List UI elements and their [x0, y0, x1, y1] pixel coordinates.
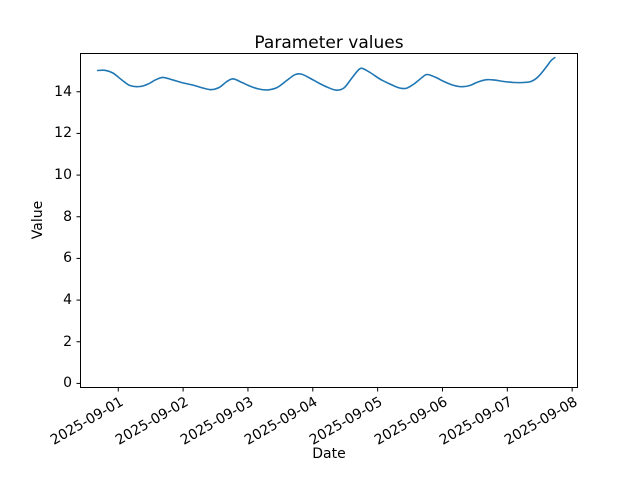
data-line-parameter: [96, 56, 556, 91]
axes-frame: [80, 53, 578, 388]
chart-title: Parameter values: [254, 33, 404, 53]
y-tick-label: 8: [63, 208, 72, 225]
y-tick-label: 14: [54, 83, 72, 100]
x-axis-label: Date: [312, 446, 346, 462]
y-tick-label: 0: [63, 375, 72, 392]
y-tick-label: 2: [63, 333, 72, 350]
y-tick-label: 12: [54, 125, 72, 142]
y-tick-label: 6: [63, 250, 72, 267]
y-tick-label: 4: [63, 292, 72, 309]
y-tick-label: 10: [54, 167, 72, 184]
